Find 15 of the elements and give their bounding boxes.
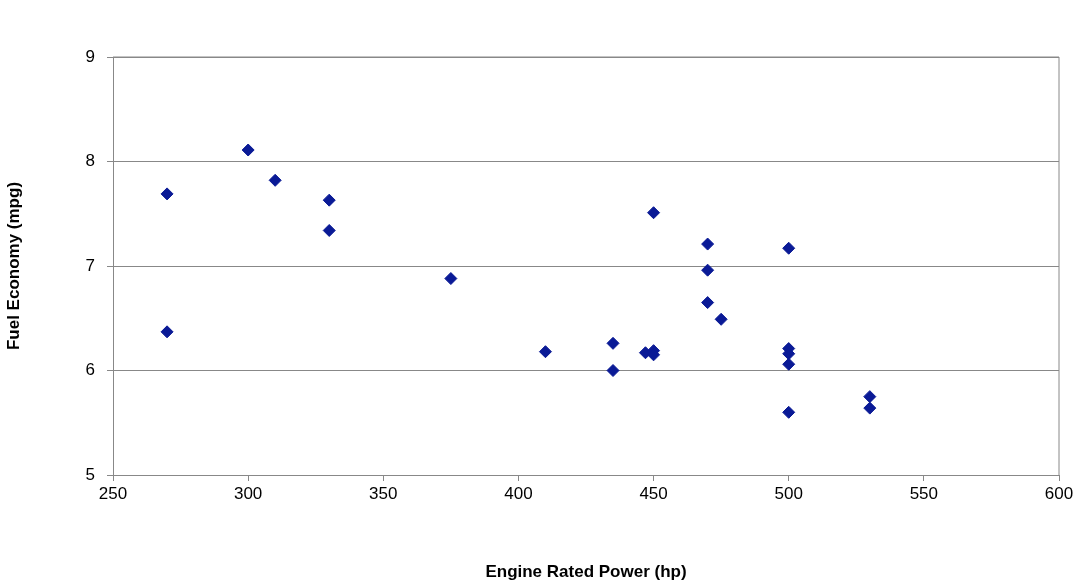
x-tick-label: 500 <box>774 483 803 503</box>
x-tick-label: 300 <box>233 483 263 503</box>
y-tick-label: 7 <box>85 255 95 275</box>
x-tick-label: 600 <box>1044 483 1074 503</box>
x-tick-label: 450 <box>639 483 668 503</box>
y-tick-label: 6 <box>85 360 95 380</box>
y-tick-label: 5 <box>85 464 95 484</box>
x-tick-label: 250 <box>98 483 128 503</box>
y-tick-label: 9 <box>85 46 95 66</box>
y-tick-label: 8 <box>85 151 95 171</box>
x-tick-label: 400 <box>504 483 533 503</box>
x-tick-label: 350 <box>369 483 398 503</box>
x-axis-title: Engine Rated Power (hp) <box>485 562 687 582</box>
x-tick-label: 550 <box>909 483 939 503</box>
y-axis-title: Fuel Economy (mpg) <box>3 181 23 351</box>
